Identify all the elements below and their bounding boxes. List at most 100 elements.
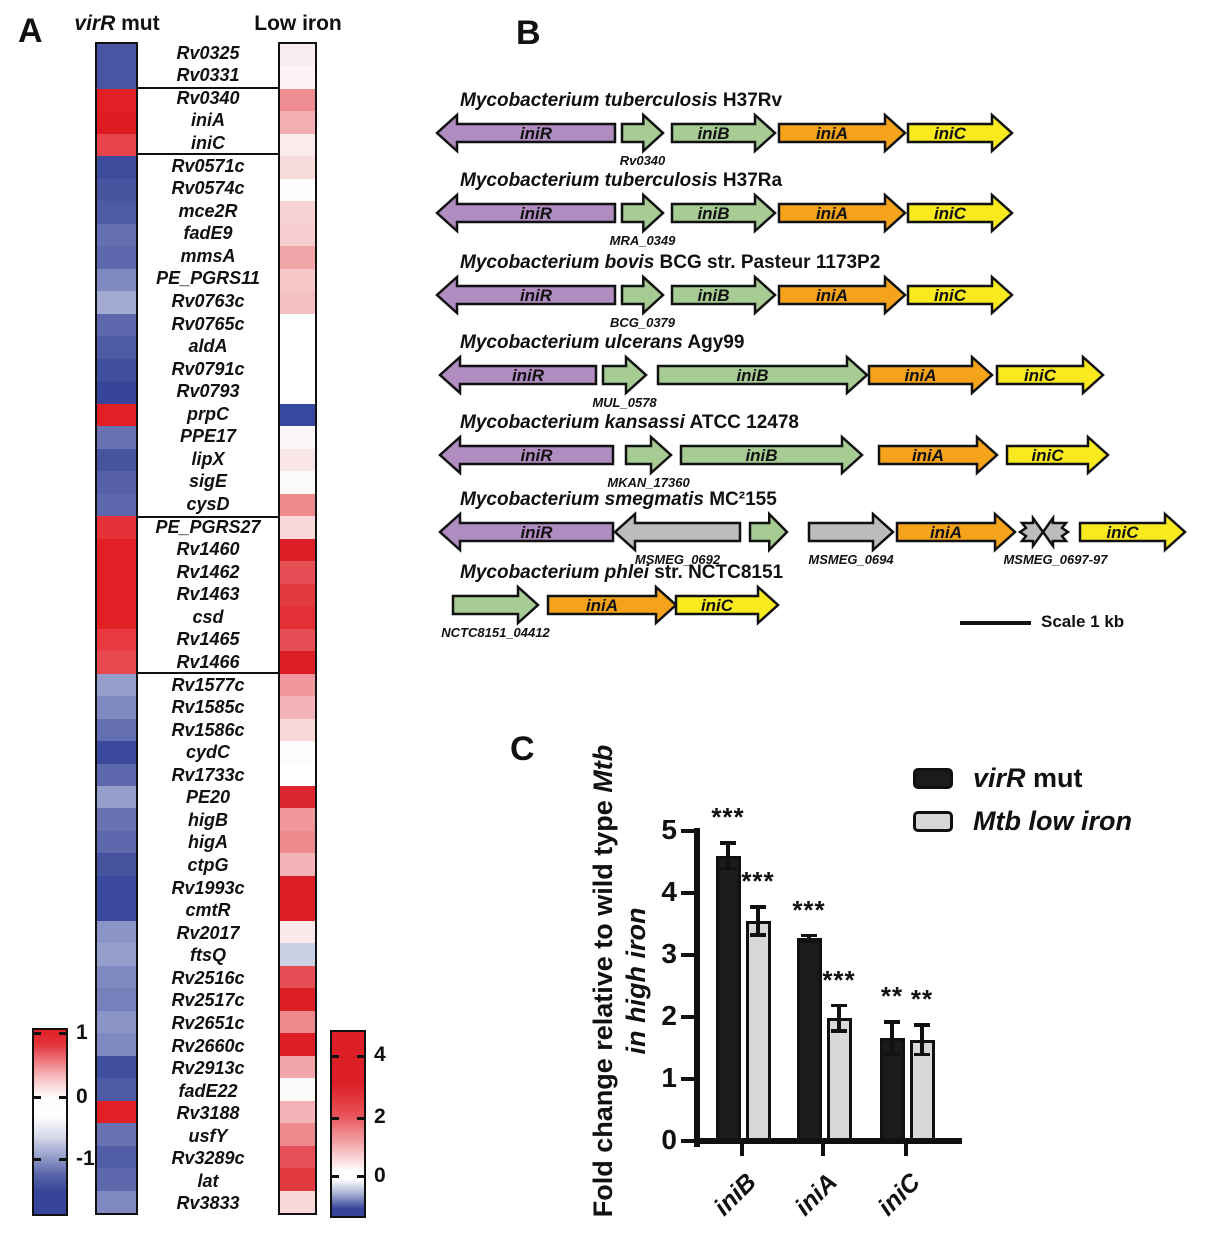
error-bar-cap	[720, 841, 736, 845]
heatmap-cell-lowiron-Rv1733c	[280, 763, 315, 786]
heatmap-lowiron-column	[278, 42, 317, 1215]
species-name-italic: Mycobacterium ulcerans	[460, 332, 683, 353]
heatmap-cell-virr-Rv2651c	[97, 1010, 136, 1034]
gene-label: Rv0763c	[171, 290, 245, 311]
heatmap-cell-lowiron-Rv2017	[280, 920, 315, 944]
heatmap-cell-lowiron-PE_PGRS27	[280, 516, 315, 539]
gene-label: csd	[192, 606, 224, 627]
gene-label: ctpG	[187, 855, 229, 876]
gene-label: Rv1586c	[171, 719, 245, 740]
gene-label: Rv0574c	[171, 178, 245, 199]
y-axis-line	[694, 828, 700, 1147]
legend-item-low-iron: Mtb low iron	[913, 806, 1132, 837]
y-axis-tick-label: 5	[661, 814, 677, 845]
heatmap-cell-virr-PE_PGRS11	[97, 268, 136, 292]
gene-arrow-label: iniA	[586, 596, 618, 615]
gene-label: cydC	[185, 742, 230, 763]
heatmap-cell-lowiron-Rv3833	[280, 1190, 315, 1214]
species-name-italic: Mycobacterium tuberculosis	[460, 170, 718, 191]
heatmap-cell-virr-Rv2660c	[97, 1033, 136, 1056]
gene-arrow-iniC: iniC	[906, 274, 1014, 316]
y-axis-title-normal: Fold change relative to wild type	[588, 792, 618, 1218]
gene-arrow-label: iniC	[1031, 446, 1064, 465]
heatmap-cell-virr-lipX	[97, 448, 136, 472]
heatmap-cell-lowiron-Rv3188	[280, 1100, 315, 1124]
heatmap-cell-virr-Rv2516c	[97, 965, 136, 989]
colorbar-virr	[32, 1028, 68, 1216]
gene-arrow-iniB: iniB	[670, 192, 777, 234]
y-axis-title: Fold change relative to wild type Mtb in…	[587, 721, 653, 1240]
gene-label: iniC	[191, 133, 225, 154]
heatmap-cell-lowiron-Rv1577c	[280, 673, 315, 697]
gene-arrow-MKAN_17360	[624, 434, 673, 476]
heatmap-cell-lowiron-Rv3289c	[280, 1145, 315, 1169]
strain-name: H37Rv	[717, 90, 783, 111]
gene-arrow-green	[748, 510, 789, 554]
heatmap-cell-virr-mmsA	[97, 246, 136, 269]
gene-label: prpC	[187, 403, 229, 424]
gene-arrow-label: iniC	[701, 596, 734, 615]
species-label: Mycobacterium bovis BCG str. Pasteur 117…	[460, 252, 880, 274]
gene-arrow-iniC: iniC	[1005, 434, 1110, 476]
error-bar-cap	[801, 939, 817, 943]
gene-label: higA	[188, 832, 228, 853]
colorbar-lowiron-tick	[331, 1054, 339, 1058]
gene-arrow-gray	[1017, 514, 1045, 550]
heatmap-cell-virr-PE20	[97, 785, 136, 809]
heatmap-cell-virr-higA	[97, 830, 136, 854]
locus-tag: NCTC8151_04412	[441, 625, 550, 640]
heatmap-cell-lowiron-prpC	[280, 403, 315, 427]
legend-label-low-iron: Mtb low iron	[973, 806, 1132, 837]
gene-arrow-label: iniC	[1024, 366, 1057, 385]
heatmap-cell-lowiron-Rv1460	[280, 538, 315, 562]
y-axis-title-line1: Fold change relative to wild type Mtb	[587, 721, 620, 1240]
heatmap-gene-labels: Rv0325 Rv0331 Rv0340 iniA iniC Rv0571c Rv0574c…	[138, 42, 278, 1215]
heatmap-cell-lowiron-mmsA	[280, 246, 315, 269]
heatmap-cell-virr-fadE9	[97, 223, 136, 247]
heatmap-cell-lowiron-fadE9	[280, 223, 315, 247]
locus-tag: MRA_0349	[609, 233, 676, 248]
error-bar	[920, 1024, 924, 1056]
bar-Mtb-low-iron-iniB	[745, 920, 771, 1141]
gene-label: Rv2913c	[171, 1058, 245, 1079]
heatmap-cell-lowiron-Rv1465	[280, 628, 315, 652]
error-bar-cap	[801, 933, 817, 938]
strain-name: ATCC 12478	[684, 412, 799, 433]
heatmap-cell-lowiron-iniA	[280, 111, 315, 134]
gene-label: iniA	[191, 110, 225, 131]
heatmap-cell-lowiron-Rv2913c	[280, 1055, 315, 1079]
heatmap-cell-virr-Rv1993c	[97, 875, 136, 899]
gene-label: Rv1733c	[171, 764, 245, 785]
gene-label: PE_PGRS27	[155, 516, 261, 537]
gene-arrow-NCTC8151_04412	[451, 584, 540, 626]
gene-arrow-label: iniB	[697, 286, 729, 305]
gene-label: Rv2651c	[171, 1012, 245, 1033]
gene-label: Rv1460	[176, 539, 240, 560]
heatmap-cell-virr-Rv3188	[97, 1100, 136, 1124]
heatmap-cell-virr-aldA	[97, 336, 136, 359]
colorbar-lowiron-tick	[331, 1116, 339, 1120]
heatmap-cell-lowiron-fadE22	[280, 1078, 315, 1101]
gene-arrow-iniC: iniC	[906, 112, 1014, 154]
species-label: Mycobacterium tuberculosis H37Rv	[460, 90, 782, 112]
gene-arrow-label: iniA	[912, 446, 944, 465]
heatmap-cell-lowiron-Rv1462	[280, 561, 315, 584]
bar-virR-mut-iniB	[715, 855, 741, 1141]
heatmap-cell-virr-Rv2517c	[97, 988, 136, 1011]
gene-arrow-label: iniB	[697, 124, 729, 143]
gene-label: usfY	[188, 1125, 228, 1146]
heatmap-cell-lowiron-Rv1466	[280, 651, 315, 674]
gene-label: Rv2517c	[171, 990, 245, 1011]
gene-arrow-iniA: iniA	[777, 192, 907, 234]
gene-arrow-iniR: iniR	[435, 274, 617, 316]
gene-label: fadE22	[178, 1080, 238, 1101]
heatmap-cell-lowiron-Rv2517c	[280, 988, 315, 1011]
heatmap-cell-virr-Rv1733c	[97, 763, 136, 786]
heatmap-cell-lowiron-Rv0763c	[280, 291, 315, 314]
significance-stars: ***	[792, 894, 826, 925]
colorbar-virr-tick	[33, 1158, 41, 1162]
error-bar-cap	[750, 933, 766, 937]
heatmap-cell-virr-Rv0340	[97, 88, 136, 112]
gene-arrow-iniB: iniB	[679, 434, 864, 476]
gene-arrow-label: iniA	[930, 523, 962, 542]
